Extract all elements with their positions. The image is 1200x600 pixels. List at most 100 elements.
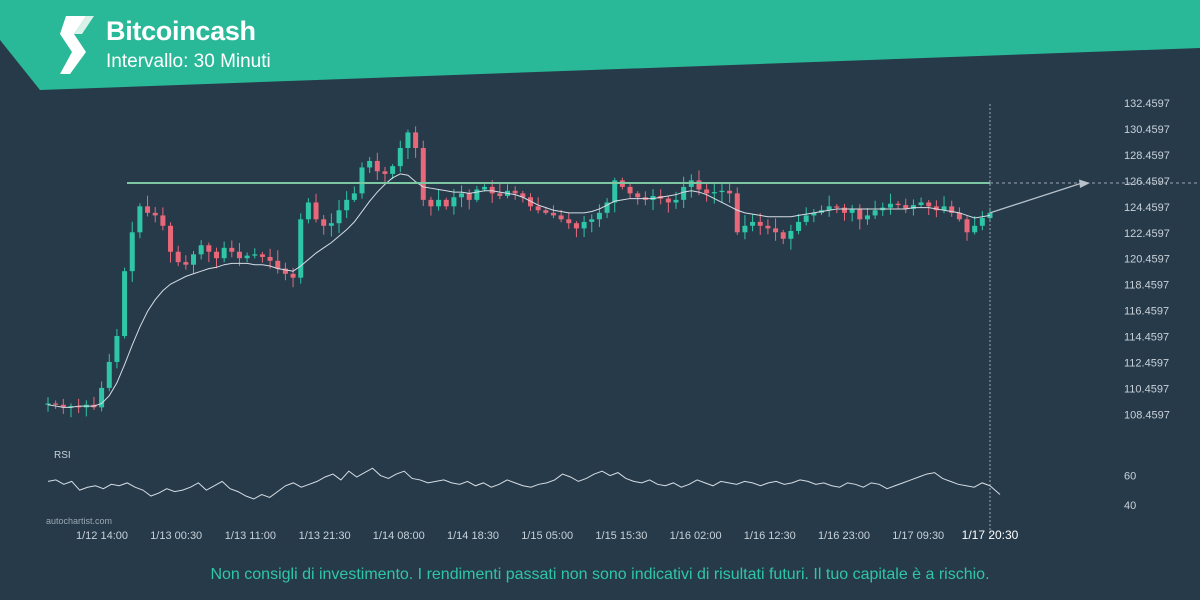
candle [259, 254, 265, 257]
moving-average-line [47, 173, 991, 408]
candle [221, 247, 227, 259]
candle [183, 262, 189, 265]
candle [68, 406, 74, 408]
interval-subtitle: Intervallo: 30 Minuti [106, 51, 271, 72]
candle [175, 251, 181, 263]
candle [566, 219, 572, 224]
price-tick-label: 112.4597 [1124, 357, 1169, 369]
time-tick-label: 1/13 21:30 [299, 530, 351, 542]
candle [336, 210, 342, 224]
candle [122, 271, 128, 337]
candle [351, 193, 357, 200]
price-tick-label: 114.4597 [1124, 332, 1169, 344]
candle [757, 221, 763, 226]
candle [305, 202, 311, 220]
rsi-panel-label: RSI [54, 450, 71, 461]
candle [864, 215, 870, 220]
candle [436, 199, 442, 207]
candle [734, 193, 740, 233]
candle [750, 221, 756, 226]
candle [298, 219, 304, 278]
candle [558, 215, 564, 220]
candle [512, 190, 518, 194]
candle [857, 208, 863, 220]
candle [933, 206, 939, 211]
candle [773, 228, 779, 233]
candle [627, 186, 633, 194]
candle [275, 260, 281, 269]
candle [497, 193, 503, 196]
candle [374, 160, 380, 172]
rsi-tick-label: 40 [1124, 500, 1136, 512]
time-tick-label: 1/16 02:00 [670, 530, 722, 542]
watermark: autochartist.com [46, 516, 113, 526]
candle [367, 160, 373, 168]
candle [826, 206, 832, 211]
candle [443, 199, 449, 207]
candle [711, 192, 717, 194]
time-tick-label: 1/15 15:30 [595, 530, 647, 542]
candle [321, 219, 327, 226]
rsi-tick-label: 60 [1124, 471, 1136, 483]
candle [673, 199, 679, 203]
rsi-line-tail [989, 485, 1001, 495]
forecast-arrow-line [989, 182, 1083, 214]
time-tick-label: 1/16 12:30 [744, 530, 796, 542]
time-tick-label: 1/17 09:30 [892, 530, 944, 542]
candle [137, 206, 143, 233]
candle [650, 195, 656, 200]
candle [213, 251, 219, 259]
autochartist-logo-icon [60, 16, 94, 74]
candle [910, 205, 916, 209]
candle [550, 212, 556, 216]
time-tick-label: 1/13 11:00 [225, 530, 276, 542]
time-tick-label: 1/15 05:00 [521, 530, 573, 542]
candle [849, 208, 855, 213]
candle [926, 202, 932, 207]
candle [964, 219, 970, 233]
candle [596, 212, 602, 220]
candle [581, 221, 587, 229]
candle [282, 268, 288, 274]
candle [359, 167, 365, 194]
candle [489, 186, 495, 194]
candle [428, 199, 434, 207]
header-background [0, 0, 1200, 90]
candle [397, 147, 403, 167]
candle [459, 193, 465, 198]
candle [972, 225, 978, 233]
candle [834, 206, 840, 208]
candle [573, 223, 579, 229]
price-tick-label: 132.4597 [1124, 98, 1170, 110]
candle [589, 219, 595, 222]
price-tick-label: 108.4597 [1124, 409, 1170, 421]
candle [803, 215, 809, 222]
candle [168, 225, 174, 252]
candle [604, 202, 610, 213]
price-tick-label: 120.4597 [1124, 254, 1170, 266]
candle [60, 404, 66, 408]
candle [191, 254, 197, 265]
price-tick-label: 122.4597 [1124, 228, 1170, 240]
candle [941, 206, 947, 211]
forecast-arrowhead [1079, 179, 1090, 188]
price-tick-label: 118.4597 [1124, 280, 1169, 292]
candle [328, 223, 334, 226]
candle [872, 210, 878, 216]
candle [918, 202, 924, 206]
candle [45, 403, 51, 405]
candle [903, 205, 909, 209]
candle [727, 190, 733, 194]
candle [520, 193, 526, 198]
candle [229, 247, 235, 252]
instrument-title: Bitcoincash [106, 16, 256, 46]
candle [451, 197, 457, 207]
candle [742, 225, 748, 233]
candle [887, 203, 893, 208]
candle [290, 273, 296, 278]
candle [244, 255, 250, 259]
candle [129, 232, 135, 272]
time-tick-label: 1/12 14:00 [76, 530, 128, 542]
candle [106, 361, 112, 388]
